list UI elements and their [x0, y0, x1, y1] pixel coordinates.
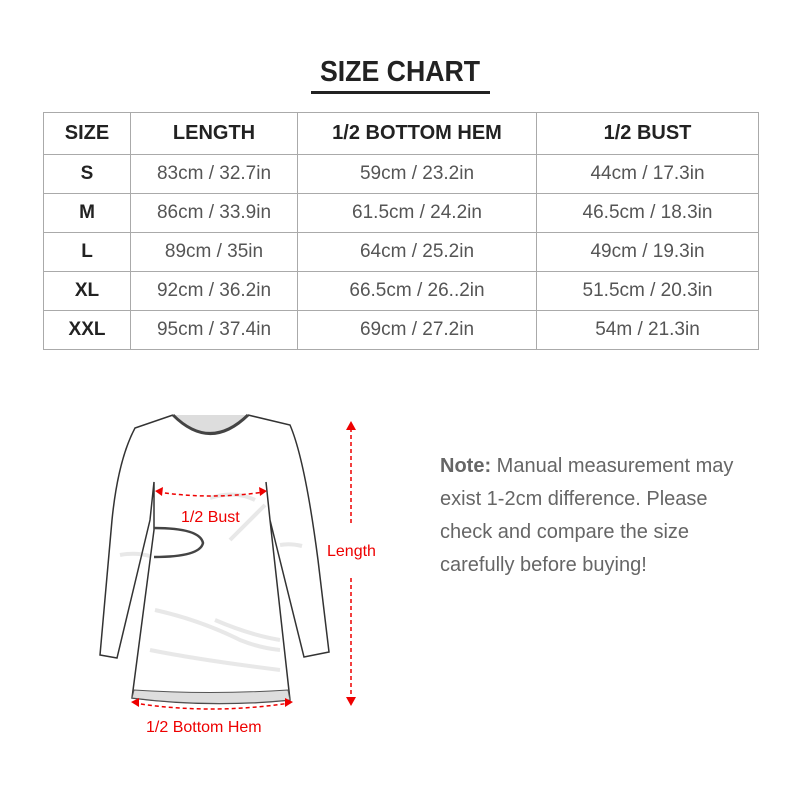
size-table: SIZE LENGTH 1/2 BOTTOM HEM 1/2 BUST S 83c… [43, 112, 759, 350]
note-body: Manual measurement may exist 1-2cm diffe… [440, 455, 734, 576]
length-cell: 89cm / 35in [130, 232, 298, 272]
bust-cell: 54m / 21.3in [536, 310, 759, 350]
table-row: XL 92cm / 36.2in 66.5cm / 26..2in 51.5cm / … [43, 271, 759, 311]
header-bust: 1/2 BUST [536, 112, 759, 155]
arrow-right-icon [259, 487, 267, 496]
size-cell: XL [43, 271, 131, 311]
note-label: Note: [440, 455, 492, 477]
bottom-hem-cell: 66.5cm / 26..2in [297, 271, 537, 311]
table-row: S 83cm / 32.7in 59cm / 23.2in 44cm / 17.3in [43, 154, 759, 194]
bust-cell: 51.5cm / 20.3in [536, 271, 759, 311]
size-cell: L [43, 232, 131, 272]
arrow-down-icon [346, 697, 356, 706]
length-cell: 83cm / 32.7in [130, 154, 298, 194]
arrow-right-icon [285, 698, 293, 707]
arrow-left-icon [155, 487, 163, 496]
pocket [153, 526, 205, 559]
table-header-row: SIZE LENGTH 1/2 BOTTOM HEM 1/2 BUST [43, 112, 759, 155]
bust-label: 1/2 Bust [181, 509, 240, 526]
note-text: Note: Manual measurement may exist 1-2cm… [440, 450, 760, 582]
hem-band [131, 689, 291, 705]
bottom-hem-cell: 64cm / 25.2in [297, 232, 537, 272]
bottom-hem-cell: 59cm / 23.2in [297, 154, 537, 194]
header-bottom-hem: 1/2 BOTTOM HEM [297, 112, 537, 155]
length-label: Length [327, 543, 376, 560]
bust-cell: 49cm / 19.3in [536, 232, 759, 272]
arrow-up-icon [346, 421, 356, 430]
header-size: SIZE [43, 112, 131, 155]
size-cell: S [43, 154, 131, 194]
fabric-folds [119, 492, 303, 672]
title-underline [311, 91, 490, 94]
length-cell: 86cm / 33.9in [130, 193, 298, 233]
length-cell: 92cm / 36.2in [130, 271, 298, 311]
arrowheads [131, 421, 356, 707]
length-cell: 95cm / 37.4in [130, 310, 298, 350]
hem-label: 1/2 Bottom Hem [146, 719, 262, 736]
bust-cell: 44cm / 17.3in [536, 154, 759, 194]
arrow-left-icon [131, 698, 139, 707]
table-row: XXL 95cm / 37.4in 69cm / 27.2in 54m / 21.3i… [43, 310, 759, 350]
hem-measure-line [133, 702, 291, 710]
table-row: L 89cm / 35in 64cm / 25.2in 49cm / 19.3in [43, 232, 759, 272]
neckline [171, 413, 250, 435]
bust-measure-line [157, 491, 265, 497]
page-title: SIZE CHART [319, 56, 481, 88]
bottom-hem-cell: 69cm / 27.2in [297, 310, 537, 350]
